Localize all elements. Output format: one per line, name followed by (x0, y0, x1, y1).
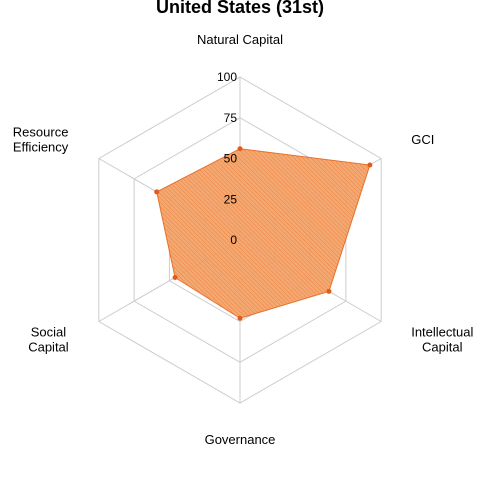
tick-label: 50 (224, 152, 238, 166)
tick-label: 25 (224, 192, 238, 206)
data-point (237, 315, 243, 321)
tick-label: 100 (217, 70, 237, 84)
tick-label: 0 (230, 233, 237, 247)
data-point (367, 162, 373, 168)
axis-label: Resource Efficiency (13, 125, 69, 155)
tick-label: 75 (224, 111, 238, 125)
data-point (326, 288, 332, 294)
axis-label: GCI (411, 132, 434, 147)
data-point (172, 274, 178, 280)
data-point (154, 189, 160, 195)
axis-label: Intellectual Capital (411, 325, 473, 355)
data-point (237, 146, 243, 152)
chart-title: United States (31st) (155, 0, 325, 17)
data-layer (154, 146, 373, 321)
axis-label: Governance (205, 432, 276, 447)
data-polygon (156, 148, 371, 319)
axis-label: Social Capital (28, 325, 69, 355)
tick-labels: 0 25 50 75 100 (217, 70, 237, 247)
axis-label: Natural Capital (197, 32, 283, 47)
axis-labels: Natural Capital GCI Intellectual Capital Gov… (13, 32, 474, 447)
